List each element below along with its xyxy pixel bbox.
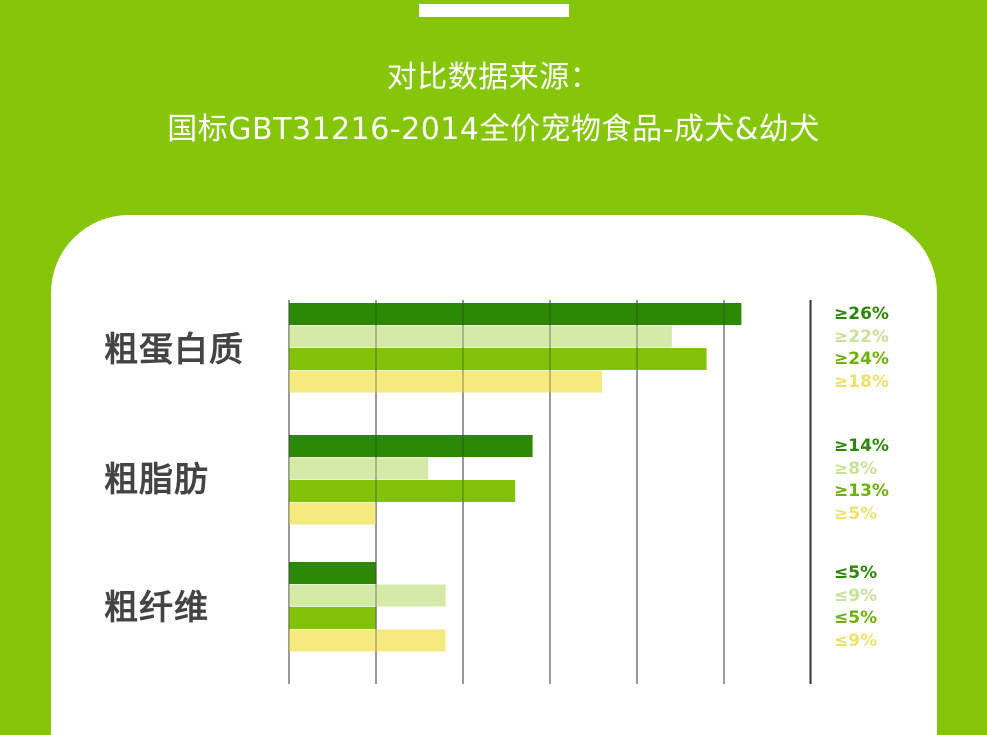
bar-chart <box>288 300 812 684</box>
source-standard: 国标GBT31216-2014全价宠物食品-成犬&幼犬 <box>167 112 820 147</box>
bar-2-series-4 <box>289 502 376 525</box>
bar-3-series-1 <box>289 562 376 584</box>
source-title: 对比数据来源： <box>386 60 601 95</box>
bar-3-series-3 <box>289 607 376 629</box>
bar-1-series-1 <box>289 303 742 325</box>
bar-1-series-4 <box>289 370 603 393</box>
value-label: ≤5% <box>834 563 878 583</box>
category-label-protein: 粗蛋白质 <box>104 330 244 370</box>
value-label: ≤5% <box>834 608 878 628</box>
value-label: ≥26% <box>834 304 889 324</box>
category-label-fiber: 粗纤维 <box>104 588 209 628</box>
bar-3-series-4 <box>289 629 446 652</box>
bar-2-series-1 <box>289 435 533 457</box>
bar-1-series-3 <box>289 348 707 370</box>
bar-2-series-3 <box>289 480 516 502</box>
value-label: ≥8% <box>834 458 878 479</box>
top-decorative-bar <box>419 4 569 17</box>
value-label: ≥14% <box>834 436 889 456</box>
value-label: ≤9% <box>834 630 878 651</box>
chart-card <box>51 215 937 735</box>
value-label: ≥22% <box>834 326 889 347</box>
value-label: ≥18% <box>834 371 889 392</box>
value-label: ≥24% <box>834 349 889 369</box>
value-label: ≤9% <box>834 585 878 606</box>
category-label-fat: 粗脂肪 <box>104 460 209 500</box>
bar-1-series-2 <box>289 325 672 348</box>
value-label: ≥5% <box>834 503 878 524</box>
bar-3-series-2 <box>289 584 446 607</box>
bar-2-series-2 <box>289 457 429 480</box>
value-label: ≥13% <box>834 481 889 501</box>
